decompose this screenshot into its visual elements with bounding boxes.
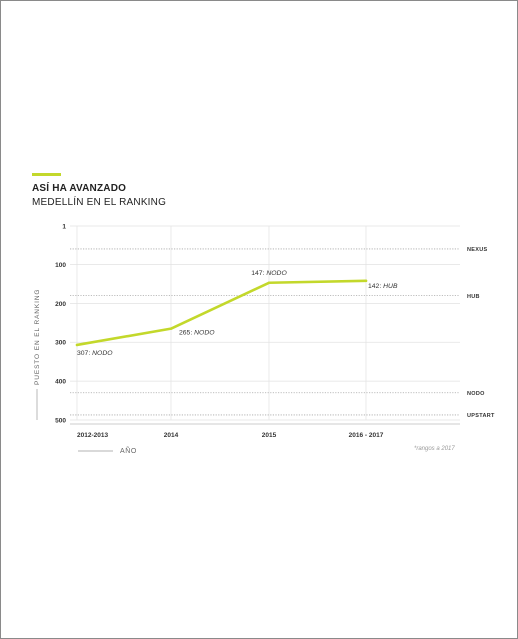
y-axis-title: PUESTO EN EL RANKING: [34, 289, 41, 385]
x-tick-label: 2014: [164, 432, 179, 439]
chart-subtitle: MEDELLÍN EN EL RANKING: [32, 197, 167, 208]
data-label: 307: NODO: [77, 350, 113, 357]
y-tick-label: 1: [62, 224, 66, 231]
data-label: 265: NODO: [179, 330, 215, 337]
footnote: *rangos a 2017: [414, 446, 455, 452]
tier-label: UPSTART: [467, 413, 495, 419]
y-tick-label: 100: [55, 262, 66, 269]
series-line: [75, 279, 368, 347]
y-tick-label: 500: [55, 418, 66, 425]
data-point: [267, 281, 271, 284]
x-axis-title: AÑO: [120, 446, 137, 455]
data-point: [169, 327, 173, 330]
x-tick-label: 2015: [262, 432, 277, 439]
data-point: [364, 279, 368, 283]
y-tick-label: 400: [55, 379, 66, 386]
y-tick-label: 300: [55, 340, 66, 347]
x-tick-label: 2016 - 2017: [349, 432, 384, 439]
tier-label: HUB: [467, 294, 480, 300]
chart-title: ASÍ HA AVANZADO: [32, 183, 127, 194]
tier-label: NODO: [467, 391, 485, 397]
data-label: 147: NODO: [251, 270, 287, 277]
y-tick-label: 200: [55, 301, 66, 308]
title-accent-bar: [32, 173, 61, 176]
data-point: [75, 343, 79, 347]
tier-label: NEXUS: [467, 247, 487, 253]
data-label: 142: HUB: [368, 283, 398, 290]
x-tick-label: 2012-2013: [77, 432, 108, 439]
